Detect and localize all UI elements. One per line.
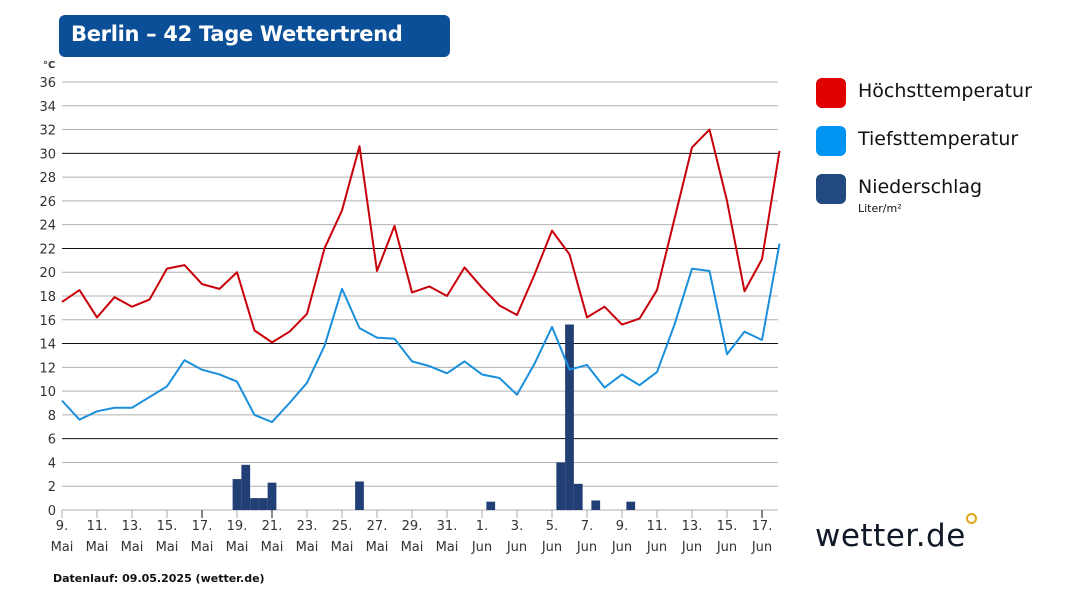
x-tick-label-day: 15. — [157, 519, 178, 534]
x-tick-label-day: 17. — [752, 519, 773, 534]
x-tick-label-month: Jun — [506, 540, 527, 555]
y-tick-label: 20 — [39, 266, 56, 281]
precip-bar — [250, 498, 259, 510]
x-tick-label-month: Jun — [541, 540, 562, 555]
x-tick-label-month: Jun — [611, 540, 632, 555]
y-tick-label: 28 — [39, 171, 56, 186]
legend-label-precip: Niederschlag — [858, 176, 983, 198]
precip-bar — [355, 481, 364, 510]
high-temp-line — [61, 128, 781, 344]
data-run-footer: Datenlauf: 09.05.2025 (wetter.de) — [53, 572, 265, 585]
precip-bar — [626, 501, 636, 510]
logo-sun-icon — [966, 513, 977, 524]
y-axis-unit: °C — [43, 60, 56, 71]
x-tick-label-month: Jun — [716, 540, 737, 555]
x-tick-label-day: 29. — [402, 519, 423, 534]
x-tick-label-day: 11. — [647, 519, 668, 534]
x-tick-label-month: Mai — [296, 540, 319, 555]
precip-bar — [591, 500, 601, 510]
y-tick-label: 22 — [39, 242, 56, 257]
x-tick-label-month: Jun — [471, 540, 492, 555]
precip-bar — [232, 479, 242, 510]
x-tick-label-month: Jun — [646, 540, 667, 555]
legend-label-high: Höchsttemperatur — [858, 80, 1032, 102]
x-tick-label-month: Mai — [156, 540, 179, 555]
x-tick-label-month: Mai — [51, 540, 74, 555]
x-tick-label-day: 3. — [511, 519, 523, 534]
x-tick-label-day: 7. — [581, 519, 593, 534]
y-tick-label: 6 — [48, 433, 56, 448]
legend-swatch-low — [816, 126, 846, 156]
y-tick-label: 2 — [48, 480, 56, 495]
x-tick-label-month: Jun — [576, 540, 597, 555]
x-tick-label-day: 9. — [56, 519, 68, 534]
x-tick-label-day: 27. — [367, 519, 388, 534]
precip-bar — [486, 501, 496, 510]
x-tick-label-month: Mai — [436, 540, 459, 555]
x-tick-label-month: Mai — [261, 540, 284, 555]
precip-bar — [573, 483, 583, 510]
y-tick-label: 18 — [39, 290, 56, 305]
x-tick-label-month: Mai — [331, 540, 354, 555]
y-tick-label: 12 — [39, 361, 56, 376]
precip-bar — [565, 324, 574, 510]
x-tick-label-month: Jun — [751, 540, 772, 555]
chart-title-banner: Berlin – 42 Tage Wettertrend — [59, 15, 450, 57]
x-tick-label-month: Jun — [681, 540, 702, 555]
y-tick-label: 36 — [39, 76, 56, 91]
x-tick-label-day: 1. — [476, 519, 488, 534]
x-tick-label-day: 17. — [192, 519, 213, 534]
legend-swatch-high — [816, 78, 846, 108]
x-tick-label-day: 11. — [87, 519, 108, 534]
precip-bar — [258, 498, 268, 510]
x-tick-label-day: 13. — [122, 519, 143, 534]
x-tick-label-day: 13. — [682, 519, 703, 534]
wetter-de-logo: wetter.de — [815, 518, 966, 554]
x-tick-label-month: Mai — [226, 540, 249, 555]
x-tick-label-day: 15. — [717, 519, 738, 534]
y-tick-label: 26 — [39, 195, 56, 210]
y-tick-label: 0 — [48, 504, 56, 519]
x-tick-label-day: 31. — [437, 519, 458, 534]
x-tick-label-month: Mai — [86, 540, 109, 555]
y-tick-label: 30 — [39, 147, 56, 162]
y-tick-label: 16 — [39, 314, 56, 329]
y-tick-label: 32 — [39, 124, 56, 139]
y-tick-label: 10 — [39, 385, 56, 400]
x-tick-label-day: 25. — [332, 519, 353, 534]
precip-bar — [556, 462, 566, 510]
y-tick-label: 8 — [48, 409, 56, 424]
x-tick-label-month: Mai — [121, 540, 144, 555]
x-tick-label-day: 9. — [616, 519, 628, 534]
x-tick-label-day: 19. — [227, 519, 248, 534]
x-tick-label-month: Mai — [366, 540, 389, 555]
legend-label-low: Tiefsttemperatur — [858, 128, 1019, 150]
x-tick-label-month: Mai — [401, 540, 424, 555]
low-temp-line — [61, 243, 781, 424]
x-tick-label-day: 21. — [262, 519, 283, 534]
precip-bar — [267, 482, 277, 510]
y-tick-label: 4 — [48, 456, 56, 471]
y-tick-label: 34 — [39, 100, 56, 115]
chart-title: Berlin – 42 Tage Wettertrend — [71, 22, 403, 46]
x-tick-label-day: 5. — [546, 519, 558, 534]
x-tick-label-day: 23. — [297, 519, 318, 534]
legend-unit-precip: Liter/m² — [858, 202, 902, 215]
precip-bar — [241, 464, 251, 510]
x-tick-label-month: Mai — [191, 540, 214, 555]
legend-swatch-precip — [816, 174, 846, 204]
y-tick-label: 14 — [39, 338, 56, 353]
y-tick-label: 24 — [39, 219, 56, 234]
